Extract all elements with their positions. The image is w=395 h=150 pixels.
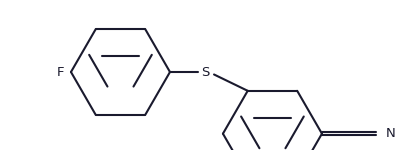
Text: N: N	[385, 127, 395, 140]
Text: S: S	[201, 66, 210, 78]
Text: F: F	[56, 66, 64, 78]
